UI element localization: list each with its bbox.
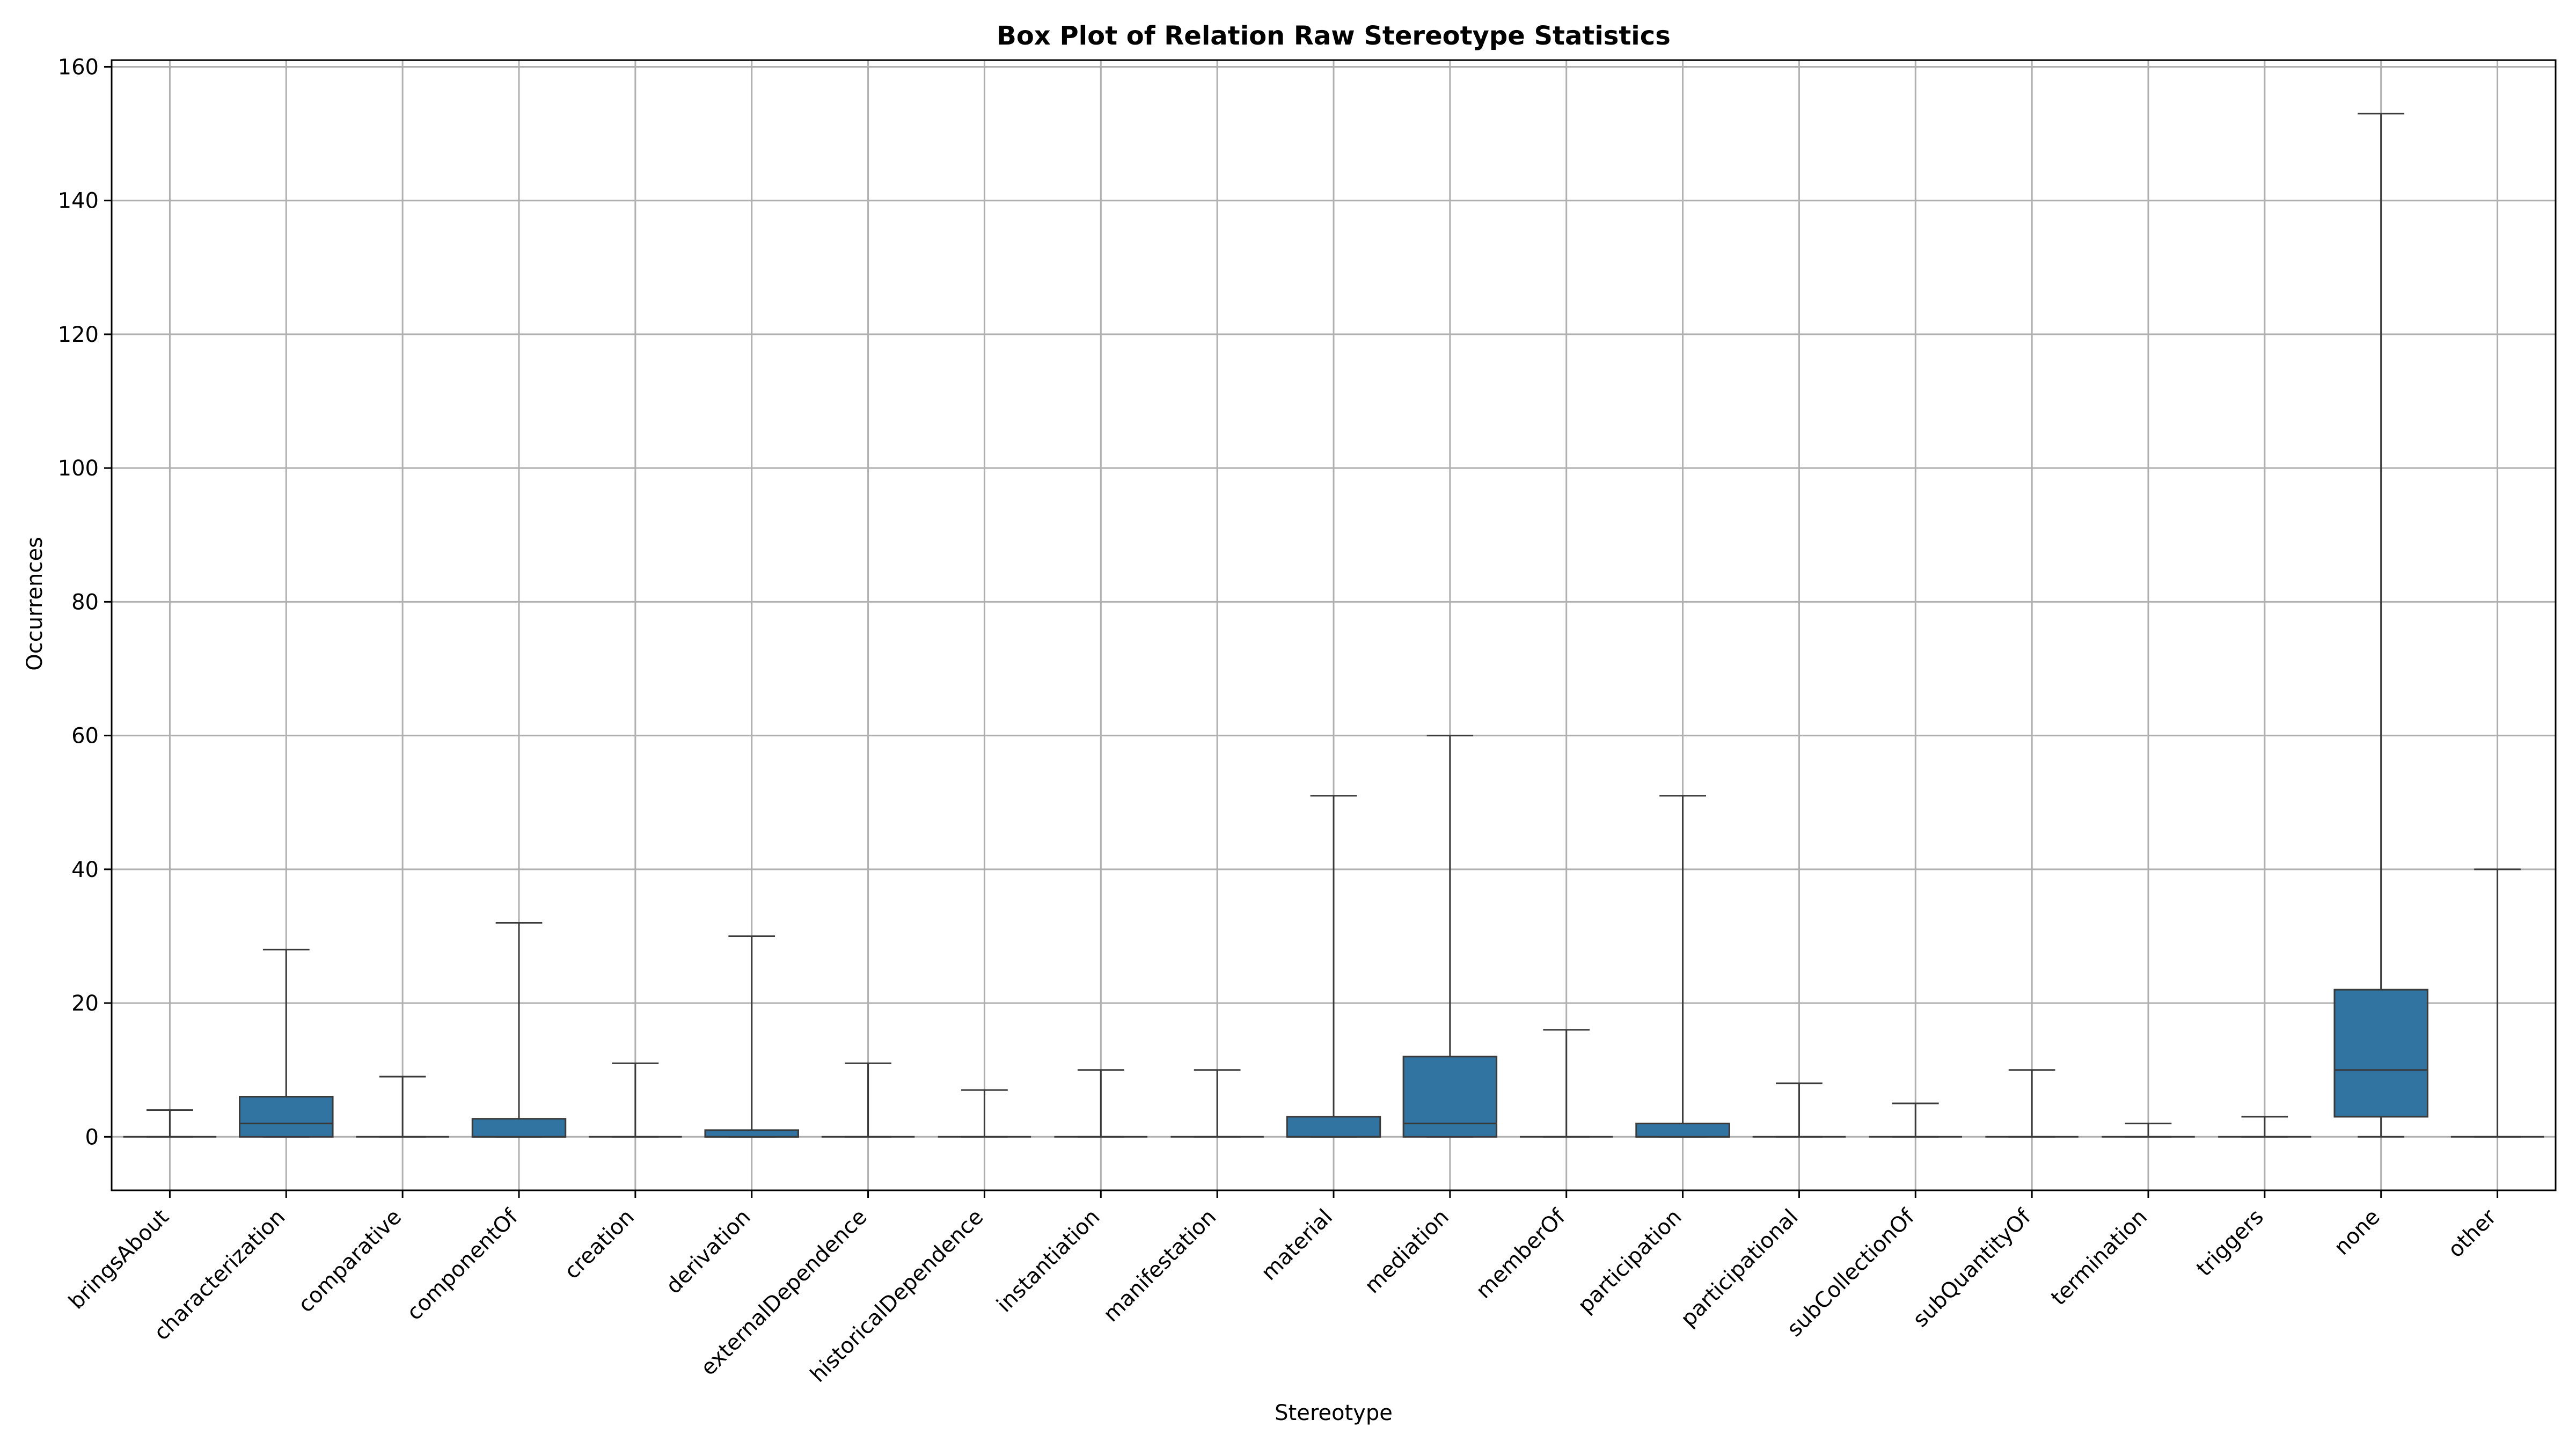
box-subCollectionOf: [1869, 1102, 1963, 1138]
y-tick-label: 20: [71, 991, 99, 1016]
box-manifestation: [1170, 1069, 1264, 1138]
box-material: [1286, 795, 1381, 1138]
y-tick-label: 160: [58, 55, 99, 79]
iqr-box: [1286, 1116, 1381, 1138]
box-derivation: [704, 935, 799, 1138]
chart-title: Box Plot of Relation Raw Stereotype Stat…: [997, 21, 1671, 51]
iqr-box: [471, 1118, 567, 1138]
box-comparative: [356, 1075, 449, 1138]
box-layer: [123, 113, 2544, 1138]
box-triggers: [2218, 1116, 2311, 1138]
x-axis-title: Stereotype: [1275, 1401, 1393, 1425]
iqr-box: [1402, 1056, 1498, 1138]
box-participation: [1635, 795, 1730, 1138]
box-memberOf: [1519, 1029, 1613, 1138]
y-tick-label: 100: [58, 456, 99, 481]
box-none: [2333, 113, 2428, 1138]
box-bringsAbout: [123, 1109, 217, 1138]
box-termination: [2102, 1122, 2195, 1138]
y-axis-title: Occurrences: [23, 537, 47, 671]
box-historicalDependence: [938, 1089, 1031, 1138]
y-tick-label: 140: [58, 189, 99, 214]
box-componentOf: [471, 922, 567, 1138]
box-participational: [1752, 1082, 1846, 1138]
box-subQuantityOf: [1985, 1069, 2079, 1138]
iqr-box: [239, 1096, 334, 1138]
y-tick-label: 60: [71, 724, 99, 749]
y-tick-label: 120: [58, 323, 99, 347]
box-characterization: [239, 948, 334, 1138]
y-tick-label: 80: [71, 590, 99, 614]
iqr-box: [2333, 989, 2428, 1118]
box-other: [2450, 868, 2544, 1138]
box-externalDependence: [821, 1062, 915, 1138]
y-tick-label: 0: [85, 1125, 99, 1150]
iqr-box: [704, 1129, 799, 1138]
iqr-box: [1635, 1122, 1730, 1138]
box-creation: [589, 1062, 682, 1138]
y-tick-label: 40: [71, 858, 99, 882]
box-mediation: [1402, 735, 1498, 1138]
box-instantiation: [1054, 1069, 1148, 1138]
